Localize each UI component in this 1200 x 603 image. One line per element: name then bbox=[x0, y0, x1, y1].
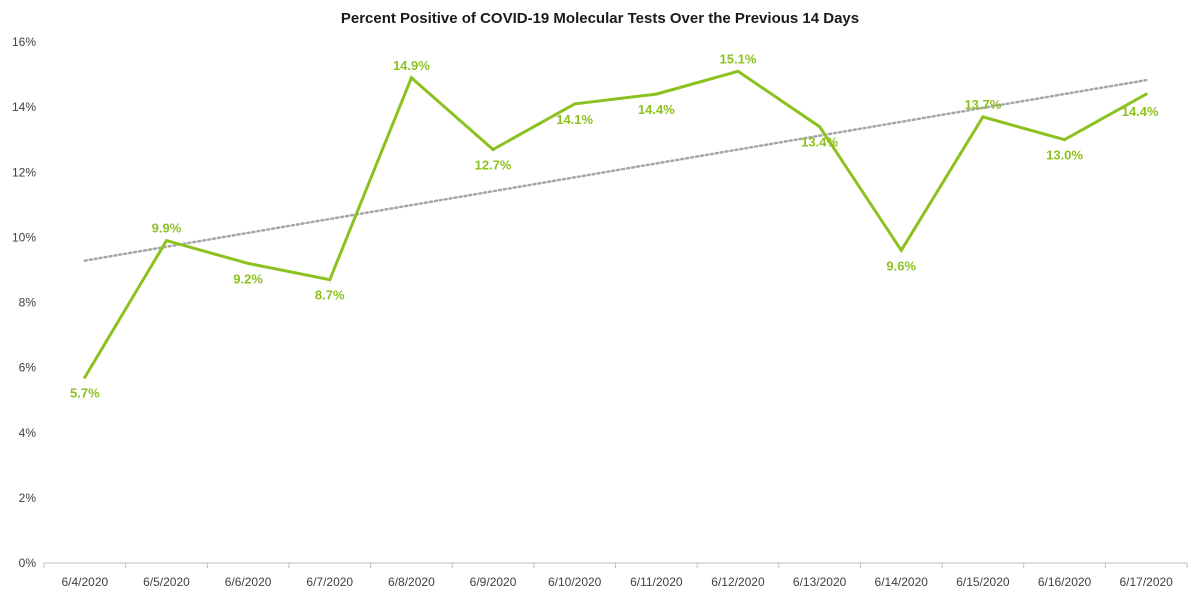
data-point bbox=[246, 261, 250, 265]
data-label: 14.4% bbox=[638, 102, 675, 117]
data-point bbox=[981, 115, 985, 119]
y-tick-label: 10% bbox=[12, 230, 36, 244]
x-tick-label: 6/12/2020 bbox=[711, 575, 765, 589]
data-label: 14.1% bbox=[556, 112, 593, 127]
y-tick-label: 14% bbox=[12, 100, 36, 114]
data-point bbox=[328, 278, 332, 282]
chart-title: Percent Positive of COVID-19 Molecular T… bbox=[341, 10, 859, 27]
x-tick-label: 6/10/2020 bbox=[548, 575, 602, 589]
data-label: 9.6% bbox=[886, 258, 916, 273]
x-tick-label: 6/13/2020 bbox=[793, 575, 847, 589]
data-label: 9.2% bbox=[233, 271, 263, 286]
data-point bbox=[164, 239, 168, 243]
x-axis: 6/4/2020 6/5/2020 6/6/2020 6/7/2020 6/8/2020… bbox=[43, 562, 1188, 589]
x-tick-label: 6/7/2020 bbox=[306, 575, 353, 589]
data-point bbox=[899, 248, 903, 252]
x-tick-label: 6/16/2020 bbox=[1038, 575, 1092, 589]
x-tick-label: 6/4/2020 bbox=[61, 575, 108, 589]
y-axis: 0% 2% 4% 6% 8% 10% 12% 14% 16% bbox=[12, 35, 36, 570]
y-tick-label: 2% bbox=[19, 491, 37, 505]
x-tick-label: 6/15/2020 bbox=[956, 575, 1010, 589]
x-tick-label: 6/5/2020 bbox=[143, 575, 190, 589]
data-point bbox=[573, 102, 577, 106]
series-layer bbox=[83, 69, 1148, 379]
data-point bbox=[83, 375, 87, 379]
y-tick-label: 4% bbox=[19, 426, 37, 440]
y-tick-label: 0% bbox=[19, 556, 37, 570]
x-tick-label: 6/17/2020 bbox=[1119, 575, 1173, 589]
data-label: 13.0% bbox=[1046, 148, 1083, 163]
data-label: 14.9% bbox=[393, 58, 430, 73]
data-label: 13.7% bbox=[964, 97, 1001, 112]
data-label: 14.4% bbox=[1122, 104, 1159, 119]
x-tick-label: 6/6/2020 bbox=[225, 575, 272, 589]
data-label: 5.7% bbox=[70, 385, 100, 400]
data-label-layer: 5.7% 9.9% 9.2% 8.7% 14.9% 12.7% 14.1% 14.4% 15.1… bbox=[70, 51, 1159, 400]
x-tick-label: 6/14/2020 bbox=[875, 575, 929, 589]
data-point bbox=[736, 69, 740, 73]
x-tick-label: 6/8/2020 bbox=[388, 575, 435, 589]
y-tick-label: 8% bbox=[19, 296, 37, 310]
data-point bbox=[1063, 138, 1067, 142]
data-point bbox=[1144, 92, 1148, 96]
data-point bbox=[491, 147, 495, 151]
data-point bbox=[409, 76, 413, 80]
trendline-layer bbox=[83, 78, 1148, 262]
y-tick-label: 12% bbox=[12, 165, 36, 179]
trendline bbox=[83, 78, 1148, 262]
y-tick-label: 16% bbox=[12, 35, 36, 49]
data-label: 15.1% bbox=[720, 51, 757, 66]
data-label: 8.7% bbox=[315, 288, 345, 303]
data-point bbox=[654, 92, 658, 96]
data-label: 12.7% bbox=[475, 157, 512, 172]
y-tick-label: 6% bbox=[19, 361, 37, 375]
x-tick-label: 6/9/2020 bbox=[470, 575, 517, 589]
x-tick-label: 6/11/2020 bbox=[630, 575, 683, 589]
data-label: 9.9% bbox=[152, 221, 182, 236]
series-line bbox=[83, 69, 1147, 379]
data-point bbox=[818, 125, 822, 129]
data-label: 13.4% bbox=[801, 135, 838, 150]
